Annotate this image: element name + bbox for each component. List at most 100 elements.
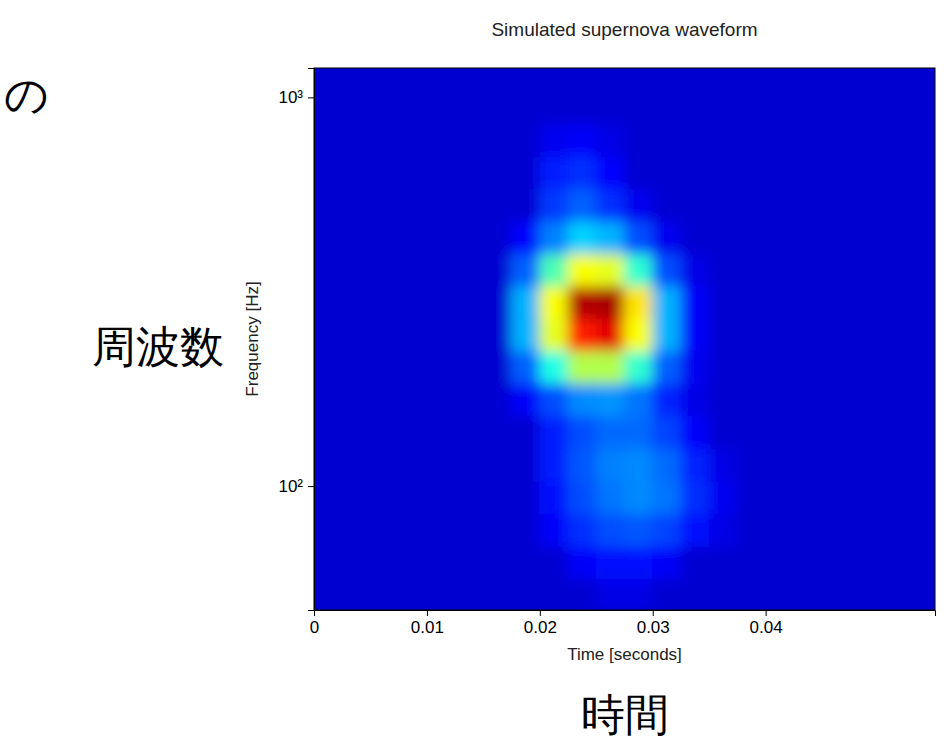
heatmap-cell <box>511 318 540 351</box>
heatmap-cell <box>455 350 484 383</box>
heatmap-cell <box>709 91 738 124</box>
x-tick: 0.02 <box>524 610 557 637</box>
heatmap-cell <box>737 578 766 610</box>
heatmap-cell <box>793 383 822 416</box>
heatmap-cell <box>652 253 681 286</box>
heatmap-cell <box>737 188 766 222</box>
heatmap-cell <box>765 286 794 319</box>
heatmap-cell <box>652 578 681 610</box>
heatmap-cell <box>596 546 625 579</box>
heatmap-cell <box>850 481 879 514</box>
heatmap-cell <box>370 318 399 351</box>
heatmap-cell <box>906 546 935 579</box>
heatmap-cell <box>342 383 371 416</box>
heatmap-cell <box>878 578 907 610</box>
heatmap-cell <box>539 156 568 189</box>
heatmap-cell <box>737 513 766 547</box>
heatmap-cell <box>455 383 484 416</box>
heatmap-cell <box>822 188 851 222</box>
x-tick-mark <box>653 610 654 616</box>
heatmap-cell <box>624 415 653 449</box>
chart: 00.010.020.030.0410²10³Simulated superno… <box>0 0 945 747</box>
x-axis-line <box>315 611 936 617</box>
heatmap-cell <box>596 481 625 514</box>
heatmap-cell <box>539 188 568 222</box>
heatmap-cell <box>568 123 597 157</box>
heatmap-cell <box>878 286 907 319</box>
heatmap-cell <box>398 578 427 610</box>
heatmap-cell <box>398 286 427 319</box>
heatmap-cell <box>539 415 568 449</box>
heatmap-cell <box>314 318 343 351</box>
heatmap-cell <box>624 221 653 254</box>
heatmap-cell <box>737 68 766 92</box>
heatmap-cell <box>370 546 399 579</box>
heatmap-cell <box>793 188 822 222</box>
y-axis-line <box>308 69 315 611</box>
y-tick: 10² <box>278 477 314 496</box>
heatmap-cell <box>596 253 625 286</box>
heatmap-cell <box>850 383 879 416</box>
heatmap-cell <box>850 415 879 449</box>
heatmap-cell <box>539 481 568 514</box>
x-tick: 0.01 <box>411 610 444 637</box>
heatmap-cell <box>539 68 568 92</box>
heatmap-cell <box>455 415 484 449</box>
heatmap-cell <box>398 188 427 222</box>
heatmap-cell <box>765 481 794 514</box>
heatmap-cell <box>511 286 540 319</box>
heatmap-cell <box>822 318 851 351</box>
heatmap-cell <box>342 91 371 124</box>
heatmap-cell <box>426 318 455 351</box>
heatmap-cell <box>596 350 625 383</box>
heatmap-cell <box>426 350 455 383</box>
heatmap-cell <box>483 188 512 222</box>
x-tick-mark <box>540 610 541 616</box>
heatmap-cell <box>680 253 709 286</box>
heatmap-cell <box>314 91 343 124</box>
heatmap-cell <box>568 448 597 482</box>
heatmap-cell <box>680 188 709 222</box>
heatmap-cell <box>906 156 935 189</box>
heatmap-cell <box>878 481 907 514</box>
heatmap-cell <box>680 286 709 319</box>
heatmap-cell <box>906 578 935 610</box>
heatmap-cell <box>906 286 935 319</box>
heatmap-cell <box>483 253 512 286</box>
heatmap-cell <box>680 448 709 482</box>
heatmap-cell <box>822 415 851 449</box>
heatmap-cell <box>596 286 625 319</box>
heatmap-cell <box>793 156 822 189</box>
heatmap-cell <box>624 156 653 189</box>
heatmap-cell <box>342 448 371 482</box>
heatmap-cell <box>793 513 822 547</box>
heatmap-cell <box>398 91 427 124</box>
heatmap-cell <box>652 383 681 416</box>
heatmap-cell <box>342 253 371 286</box>
heatmap-cell <box>596 68 625 92</box>
heatmap-cell <box>793 221 822 254</box>
heatmap-cell <box>596 188 625 222</box>
heatmap-cell <box>568 68 597 92</box>
heatmap-cell <box>370 513 399 547</box>
heatmap-cell <box>596 221 625 254</box>
annotation: 時間 <box>581 690 669 739</box>
heatmap-cell <box>765 68 794 92</box>
heatmap-cell <box>426 188 455 222</box>
heatmap-cell <box>511 513 540 547</box>
heatmap-cell <box>906 318 935 351</box>
heatmap-cell <box>765 415 794 449</box>
heatmap-cell <box>539 578 568 610</box>
heatmap-cell <box>652 513 681 547</box>
heatmap-cells <box>314 68 935 610</box>
heatmap-cell <box>680 350 709 383</box>
heatmap-cell <box>511 448 540 482</box>
x-tick-label: 0.02 <box>524 618 557 637</box>
x-axis-title: Time [seconds] <box>567 645 682 664</box>
heatmap-cell <box>680 415 709 449</box>
heatmap-cell <box>568 481 597 514</box>
heatmap-cell <box>765 91 794 124</box>
heatmap-cell <box>398 221 427 254</box>
heatmap-cell <box>793 546 822 579</box>
heatmap-cell <box>906 123 935 157</box>
